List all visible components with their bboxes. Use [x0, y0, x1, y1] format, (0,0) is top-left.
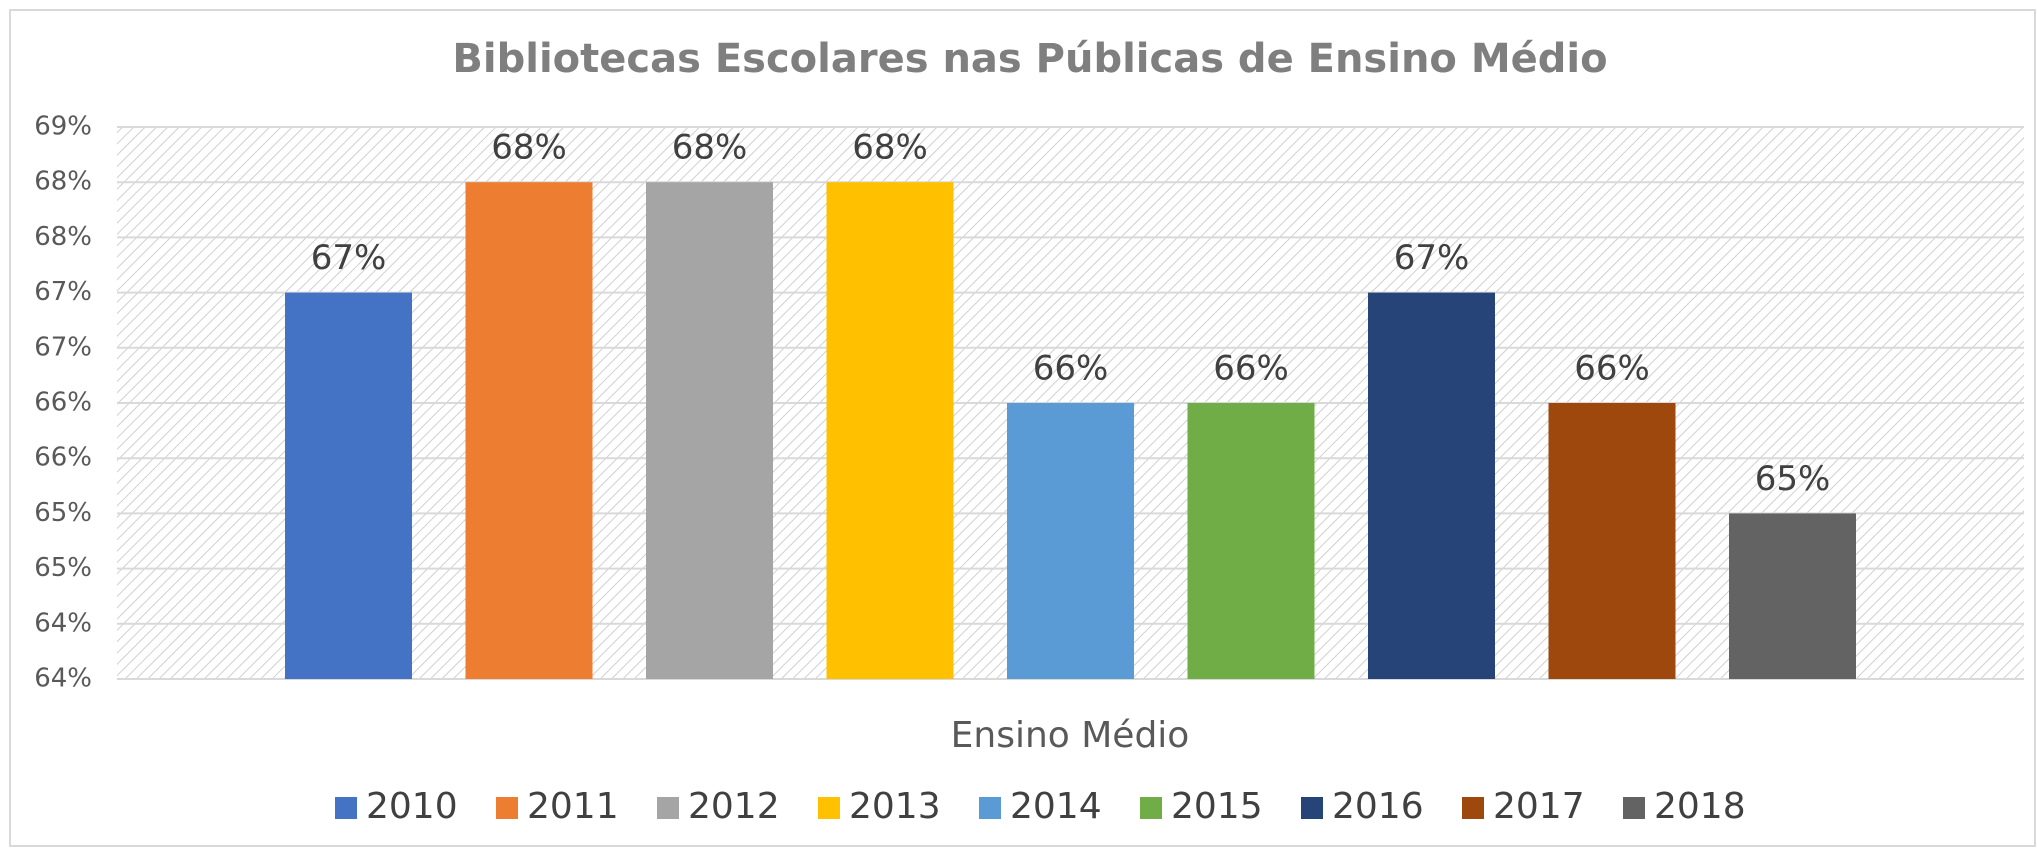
- chart-title: Bibliotecas Escolares nas Públicas de En…: [452, 36, 1607, 82]
- data-label: 68%: [491, 128, 567, 168]
- y-tick-label: 65%: [34, 553, 92, 583]
- y-tick-label: 68%: [34, 222, 92, 252]
- y-tick-label: 66%: [34, 388, 92, 418]
- bar: [1007, 403, 1134, 679]
- bar: [1368, 292, 1495, 679]
- legend-label: 2011: [527, 786, 619, 827]
- y-tick-label: 64%: [34, 664, 92, 694]
- legend-label: 2015: [1171, 786, 1263, 827]
- data-label: 66%: [1213, 349, 1289, 389]
- bar: [1548, 403, 1676, 679]
- bar: [826, 182, 954, 679]
- data-label: 66%: [1033, 349, 1109, 389]
- bar: [285, 292, 412, 679]
- bar: [465, 182, 593, 679]
- legend-swatch: [1462, 797, 1484, 819]
- legend-label: 2017: [1493, 786, 1585, 827]
- bar: [646, 182, 773, 679]
- legend-swatch: [979, 797, 1001, 819]
- data-label: 67%: [311, 238, 387, 278]
- data-label: 66%: [1574, 349, 1650, 389]
- y-tick-label: 69%: [34, 112, 92, 142]
- legend-label: 2018: [1654, 786, 1746, 827]
- y-tick-label: 68%: [34, 167, 92, 197]
- data-label: 65%: [1755, 459, 1831, 499]
- legend-label: 2012: [688, 786, 780, 827]
- y-tick-label: 66%: [34, 443, 92, 473]
- legend-swatch: [1301, 797, 1323, 819]
- legend-label: 2013: [849, 786, 941, 827]
- legend-swatch: [1140, 797, 1162, 819]
- y-tick-label: 67%: [34, 277, 92, 307]
- x-axis-label: Ensino Médio: [951, 715, 1190, 756]
- legend-swatch: [657, 797, 679, 819]
- legend-swatch: [818, 797, 840, 819]
- legend-swatch: [496, 797, 518, 819]
- bar: [1187, 403, 1315, 679]
- legend-label: 2016: [1332, 786, 1424, 827]
- data-label: 68%: [852, 128, 928, 168]
- y-tick-label: 65%: [34, 498, 92, 528]
- legend-label: 2010: [366, 786, 458, 827]
- data-label: 68%: [672, 128, 748, 168]
- legend-swatch: [335, 797, 357, 819]
- bar: [1729, 513, 1856, 679]
- y-tick-label: 67%: [34, 332, 92, 362]
- legend-swatch: [1623, 797, 1645, 819]
- y-tick-label: 64%: [34, 608, 92, 638]
- legend-label: 2014: [1010, 786, 1102, 827]
- data-label: 67%: [1394, 238, 1470, 278]
